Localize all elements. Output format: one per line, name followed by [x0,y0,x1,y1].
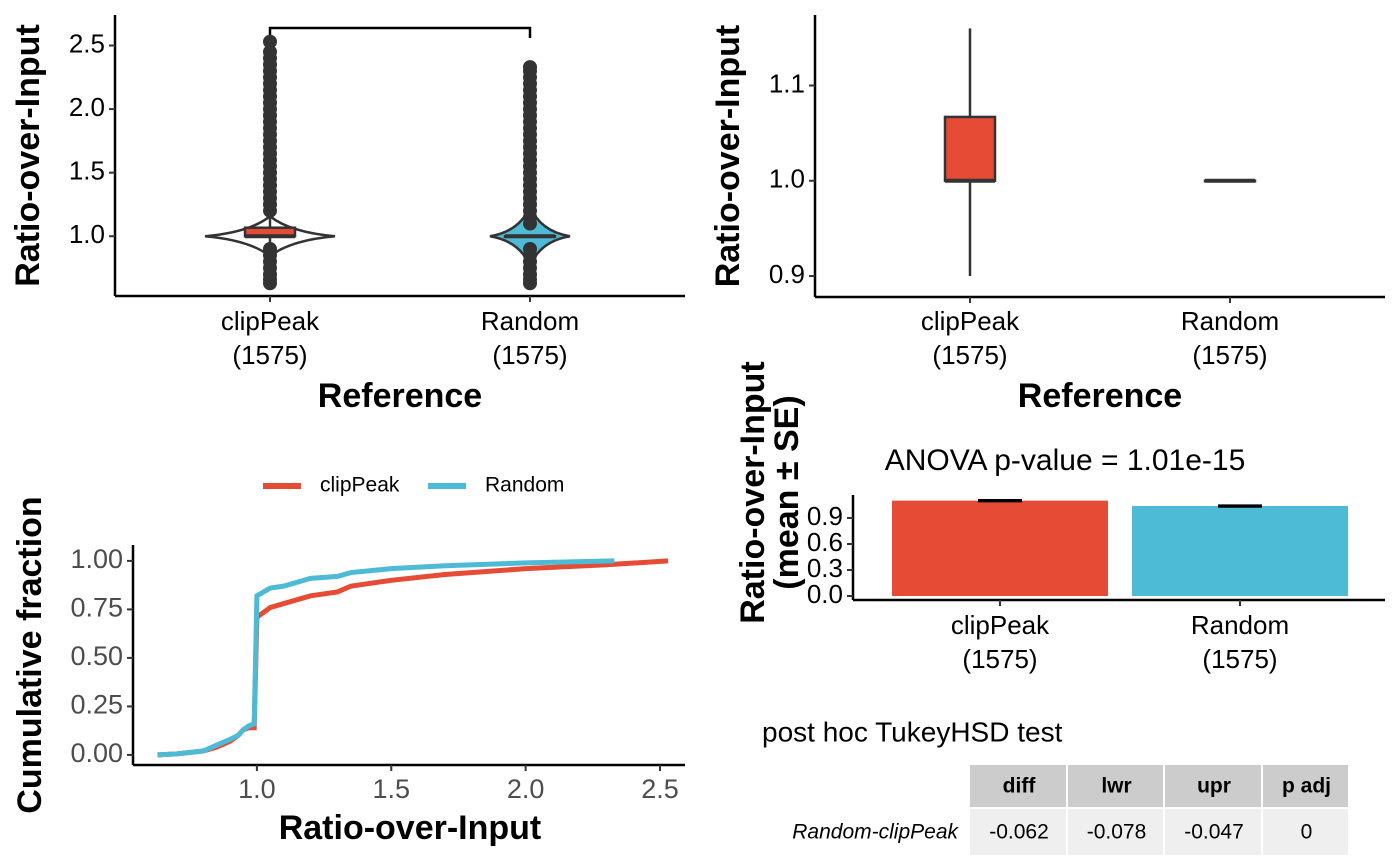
y-tick-label: 1.1 [769,68,805,98]
x-tick-label: clipPeak (1575) [951,610,1050,674]
header-cell [1263,765,1348,807]
ecdf-line [157,558,615,758]
header-cell [1165,765,1261,807]
column-header: lwr [1101,775,1131,798]
y-axis-title: Ratio-over-Input [709,25,747,288]
header-cell [1068,765,1163,807]
y-tick-label: 0.0 [807,579,843,609]
body-cell [970,809,1066,855]
y-tick-label: 0.75 [70,593,123,623]
x-axis-title: Reference [1018,377,1182,415]
x-axis-title: Reference [318,377,482,415]
y-tick-label: 1.5 [69,156,105,186]
y-axis-title: Ratio-over-Input [9,24,47,287]
x-tick-label: clipPeak (1575) [221,306,320,370]
outlier [263,44,277,59]
body-cell [1068,809,1163,855]
x-tick-label: Random (1575) [481,306,579,370]
y-tick-label: 0.9 [769,259,805,289]
column-header: upr [1197,775,1231,798]
y-tick-label: 1.0 [769,164,805,194]
box [943,115,997,183]
table-title: post hoc TukeyHSD test [762,716,1063,747]
y-tick-label: 0.00 [70,738,123,768]
outlier [523,60,537,75]
row-label: Random-clipPeak [792,821,959,844]
y-tick-label: 0.6 [807,527,843,557]
y-axis-title: Cumulative fraction [11,496,49,813]
outlier [263,34,277,49]
cell: 0 [1301,821,1313,844]
bar [1132,506,1348,597]
x-tick-label: Random (1575) [1181,306,1279,370]
chart-title: ANOVA p-value = 1.01e-15 [885,444,1246,477]
x-tick-label: 1.0 [238,774,276,804]
bar [892,500,1108,597]
header-cell [970,765,1066,807]
cell: -0.047 [1184,821,1244,844]
error-bar [978,498,1022,503]
y-tick-label: 1.0 [69,219,105,249]
x-tick-label: clipPeak (1575) [921,306,1020,370]
x-tick-label: 2.0 [507,774,545,804]
cell: -0.062 [989,821,1049,844]
significance-bracket [268,26,532,38]
y-axis-title: Ratio-over-Input(mean ± SE) [734,361,806,624]
x-axis-title: Ratio-over-Input [279,809,542,847]
ecdf-line [157,558,669,758]
y-tick-label: 0.3 [807,553,843,583]
outlier [523,241,537,256]
y-tick-label: 1.00 [70,544,123,574]
error-bar [1218,504,1262,508]
x-tick-label: 1.5 [372,774,410,804]
y-tick-label: 2.5 [69,28,105,58]
legend-label: clipPeak [320,474,400,497]
body-cell [1165,809,1261,855]
x-tick-label: Random (1575) [1191,610,1289,674]
x-tick-label: 2.5 [641,774,679,804]
column-header: p adj [1282,775,1331,798]
y-tick-label: 0.9 [807,501,843,531]
cell: -0.078 [1087,821,1147,844]
legend-label: Random [485,474,564,497]
column-header: diff [1003,775,1037,798]
y-tick-label: 2.0 [69,92,105,122]
y-tick-label: 0.25 [70,690,123,720]
y-tick-label: 0.50 [70,641,123,671]
body-cell [1263,809,1348,855]
